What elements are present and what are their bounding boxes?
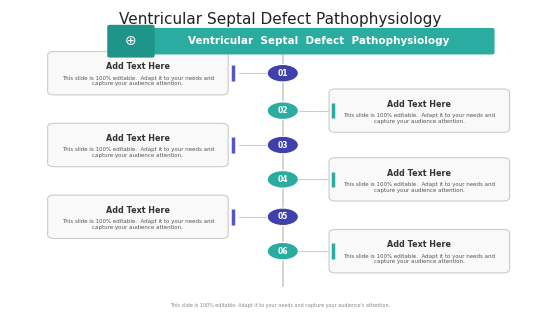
FancyBboxPatch shape xyxy=(329,158,510,201)
Text: 05: 05 xyxy=(278,212,288,221)
Circle shape xyxy=(267,65,298,82)
Text: This slide is 100% editable.  Adapt it to your needs and
capture your audience a: This slide is 100% editable. Adapt it to… xyxy=(62,219,214,230)
Text: Add Text Here: Add Text Here xyxy=(106,62,170,72)
Text: Ventricular Septal Defect Pathophysiology: Ventricular Septal Defect Pathophysiolog… xyxy=(119,12,441,27)
Text: Ventricular  Septal  Defect  Pathophysiology: Ventricular Septal Defect Pathophysiolog… xyxy=(188,36,450,46)
Text: Add Text Here: Add Text Here xyxy=(106,206,170,215)
Text: 04: 04 xyxy=(278,175,288,184)
Text: This slide is 100% editable.  Adapt it to your needs and
capture your audience a: This slide is 100% editable. Adapt it to… xyxy=(62,76,214,86)
Circle shape xyxy=(267,171,298,188)
Text: 02: 02 xyxy=(278,106,288,115)
Text: Add Text Here: Add Text Here xyxy=(388,169,451,178)
Text: 06: 06 xyxy=(278,247,288,256)
FancyBboxPatch shape xyxy=(48,51,228,95)
Text: This slide is 100% editable.  Adapt it to your needs and
capture your audience a: This slide is 100% editable. Adapt it to… xyxy=(62,147,214,158)
Text: Add Text Here: Add Text Here xyxy=(388,240,451,249)
Text: This slide is 100% editable.  Adapt it to your needs and
capture your audience a: This slide is 100% editable. Adapt it to… xyxy=(343,182,496,192)
FancyBboxPatch shape xyxy=(329,229,510,273)
Text: 01: 01 xyxy=(278,69,288,78)
Text: This slide is 100% editable.  Adapt it to your needs and
capture your audience a: This slide is 100% editable. Adapt it to… xyxy=(343,254,496,264)
Circle shape xyxy=(267,208,298,226)
Circle shape xyxy=(267,136,298,154)
Circle shape xyxy=(267,243,298,260)
FancyBboxPatch shape xyxy=(48,123,228,167)
Text: This slide is 100% editable. Adapt it to your needs and capture your audience's : This slide is 100% editable. Adapt it to… xyxy=(170,303,390,308)
Text: This slide is 100% editable.  Adapt it to your needs and
capture your audience a: This slide is 100% editable. Adapt it to… xyxy=(343,113,496,124)
Text: Add Text Here: Add Text Here xyxy=(106,134,170,143)
FancyBboxPatch shape xyxy=(329,89,510,132)
FancyBboxPatch shape xyxy=(48,195,228,238)
Text: Add Text Here: Add Text Here xyxy=(388,100,451,109)
Text: 03: 03 xyxy=(278,140,288,150)
Text: ⊕: ⊕ xyxy=(125,34,137,48)
FancyBboxPatch shape xyxy=(108,25,155,58)
FancyBboxPatch shape xyxy=(121,28,494,54)
Circle shape xyxy=(267,102,298,119)
